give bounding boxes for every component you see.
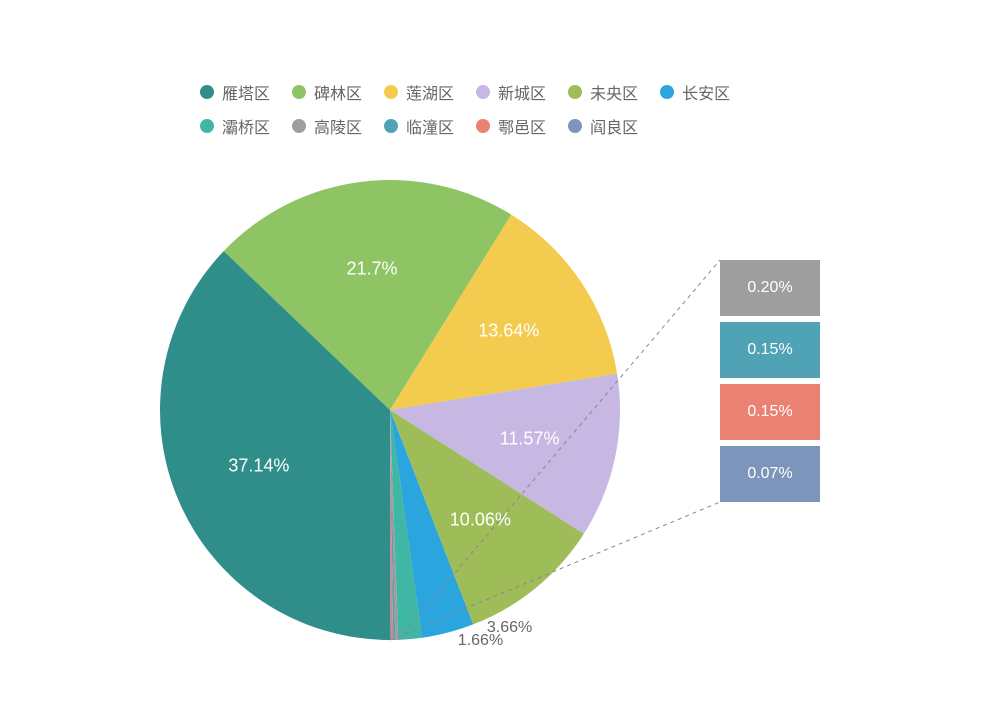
callout-label: 0.15% (747, 341, 792, 359)
slice-label: 37.14% (228, 456, 289, 477)
slice-label: 11.57% (500, 429, 560, 450)
callout-box: 0.15% (720, 322, 820, 378)
slice-label: 21.7% (347, 258, 398, 279)
slice-label: 1.66% (458, 632, 503, 650)
callout-label: 0.20% (747, 279, 792, 297)
callout-box: 0.07% (720, 446, 820, 502)
pie-label-layer: 37.14%21.7%13.64%11.57%10.06%3.66%1.66% (0, 0, 1000, 715)
callout-box: 0.15% (720, 384, 820, 440)
callout-box: 0.20% (720, 260, 820, 316)
callout-label: 0.15% (747, 403, 792, 421)
callout-stack: 0.20% 0.15% 0.15% 0.07% (720, 260, 820, 508)
callout-label: 0.07% (747, 465, 792, 483)
slice-label: 10.06% (450, 510, 511, 531)
slice-label: 13.64% (478, 321, 539, 342)
pie-chart-figure: 雁塔区碑林区莲湖区新城区未央区长安区灞桥区高陵区临潼区鄠邑区阎良区 37.14%… (0, 0, 1000, 715)
